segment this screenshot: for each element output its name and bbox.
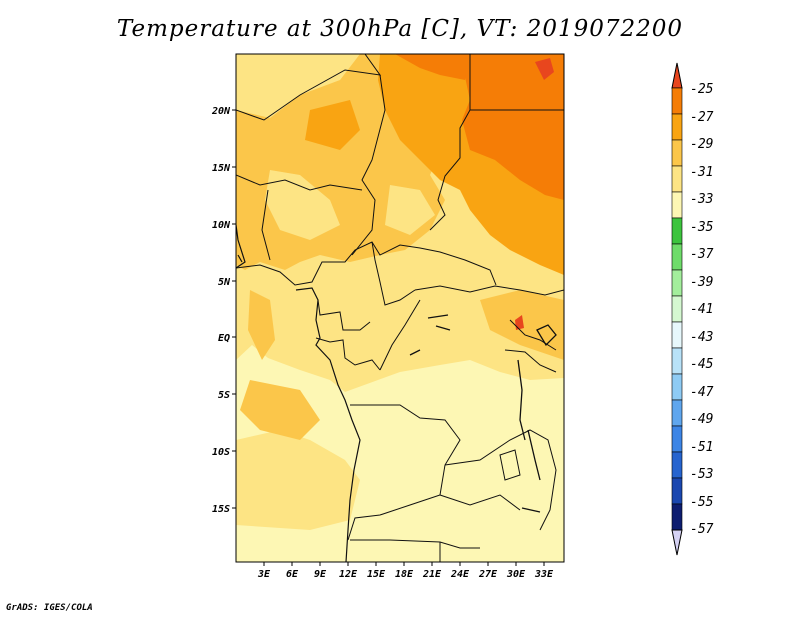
country-borders [236, 54, 564, 562]
lon-label: 6E [286, 569, 299, 580]
latitude-axis [232, 109, 236, 509]
colorbar-label: -27 [690, 110, 714, 125]
colorbar-label: -53 [690, 467, 713, 482]
lon-label: 30E [506, 569, 526, 580]
colorbar-segment [671, 347, 683, 375]
lon-label: 15E [367, 569, 386, 580]
latitude-labels: 20N 15N 10N 5N EQ 5S 10S 15S [211, 106, 231, 515]
colorbar-segment [671, 295, 683, 323]
colorbar-label: -57 [690, 522, 714, 537]
colorbar-label: -43 [690, 330, 713, 345]
lat-label: EQ [218, 333, 230, 344]
lat-label: 10N [212, 220, 231, 231]
colorbar-segment [671, 217, 683, 245]
colorbar-bottom-triangle [671, 529, 683, 556]
colorbar-label: -31 [690, 165, 713, 180]
colorbar-segment [671, 87, 683, 115]
colorbar-label: -25 [690, 82, 714, 97]
temperature-field [236, 54, 564, 562]
lon-label: 27E [478, 569, 498, 580]
colorbar-segment [671, 139, 683, 167]
colorbar-label: -41 [690, 302, 713, 317]
colorbar-segments [671, 87, 683, 531]
colorbar-top-triangle [671, 62, 683, 89]
lon-label: 21E [422, 569, 442, 580]
colorbar-segment [671, 399, 683, 427]
colorbar-label: -35 [690, 220, 714, 235]
lon-label: 33E [534, 569, 554, 580]
colorbar-segment [671, 477, 683, 505]
colorbar-label: -51 [690, 440, 713, 455]
grads-credit: GrADS: IGES/COLA [6, 603, 93, 613]
lat-label: 15S [212, 504, 230, 515]
lakes [409, 314, 557, 513]
colorbar-segment [671, 451, 683, 479]
longitude-labels: 3E 6E 9E 12E 15E 18E 21E 24E 27E 30E 33E [257, 569, 554, 580]
longitude-axis [263, 562, 545, 566]
colorbar: -25 -27 -29 -31 -33 -35 -37 -39 -41 -43 … [671, 62, 714, 556]
colorbar-label: -37 [690, 247, 714, 262]
coastline [236, 224, 361, 562]
colorbar-labels: -25 -27 -29 -31 -33 -35 -37 -39 -41 -43 … [690, 82, 714, 537]
colorbar-label: -47 [690, 385, 714, 400]
lat-label: 5S [218, 390, 230, 401]
colorbar-segment [671, 321, 683, 349]
colorbar-label: -45 [690, 357, 714, 372]
lon-label: 3E [257, 569, 271, 580]
map-frame [235, 53, 565, 563]
colorbar-label: -29 [690, 137, 713, 152]
colorbar-segment [671, 269, 683, 297]
colorbar-label: -49 [690, 412, 713, 427]
colorbar-label: -39 [690, 275, 713, 290]
colorbar-segment [671, 165, 683, 193]
colorbar-segment [671, 425, 683, 453]
colorbar-segment [671, 373, 683, 401]
lat-label: 5N [218, 277, 231, 288]
colorbar-label: -33 [690, 192, 713, 207]
lon-label: 18E [395, 569, 414, 580]
lat-label: 10S [212, 447, 230, 458]
colorbar-label: -55 [690, 495, 714, 510]
lat-label: 15N [212, 163, 231, 174]
colorbar-segment [671, 191, 683, 219]
lon-label: 9E [314, 569, 327, 580]
map-title: Temperature at 300hPa [C], VT: 201907220… [116, 16, 684, 42]
lat-label: 20N [211, 106, 231, 117]
lon-label: 24E [450, 569, 470, 580]
colorbar-segment [671, 243, 683, 271]
lon-label: 12E [339, 569, 358, 580]
colorbar-segment [671, 503, 683, 531]
colorbar-segment [671, 113, 683, 141]
